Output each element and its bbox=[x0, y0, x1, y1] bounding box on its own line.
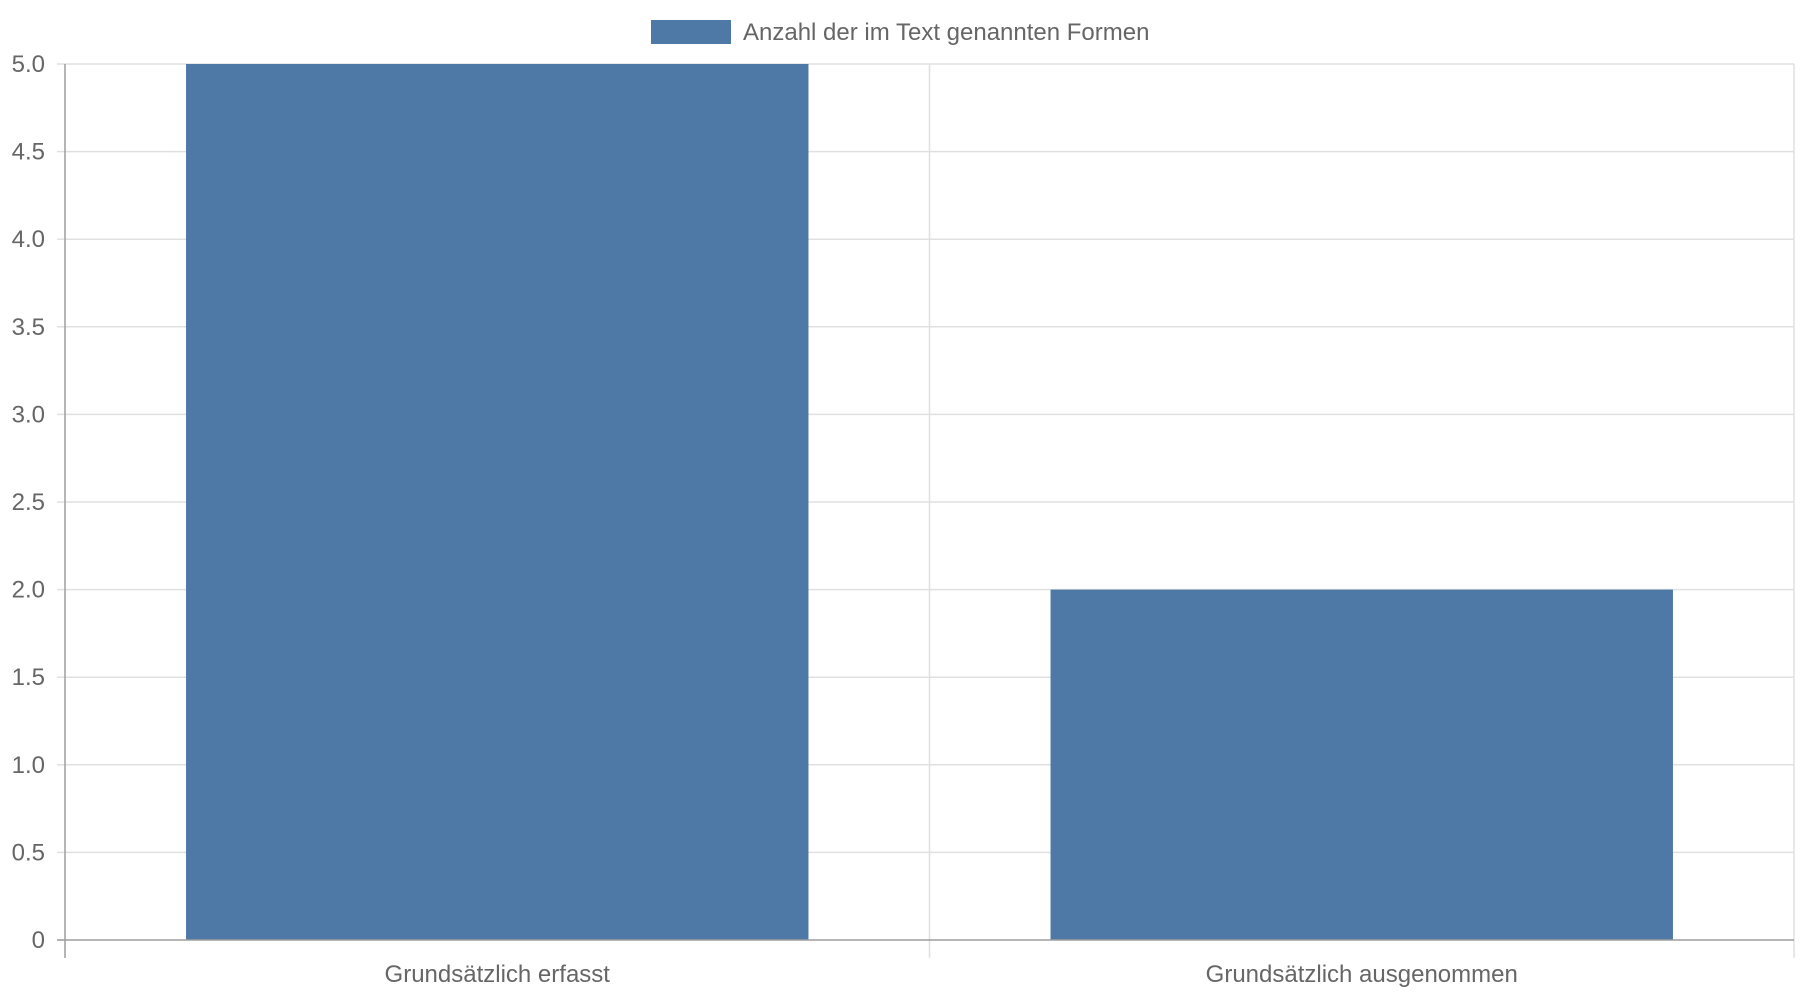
y-tick-label: 0.5 bbox=[12, 839, 45, 866]
y-tick-label: 3.0 bbox=[12, 401, 45, 428]
y-tick-label: 2.0 bbox=[12, 577, 45, 604]
y-tick-label: 5.0 bbox=[12, 51, 45, 78]
y-tick-label: 1.0 bbox=[12, 752, 45, 779]
legend-swatch bbox=[651, 20, 731, 44]
x-category-label: Grundsätzlich ausgenommen bbox=[1206, 961, 1518, 988]
y-tick-label: 4.0 bbox=[12, 226, 45, 253]
y-axis-tick-labels: 0 0.5 1.0 1.5 2.0 2.5 3.0 3.5 4.0 4.5 5.0 bbox=[12, 51, 45, 954]
y-tick-label: 2.5 bbox=[12, 489, 45, 516]
bar-2[interactable] bbox=[1050, 589, 1673, 940]
y-tick-label: 1.5 bbox=[12, 664, 45, 691]
y-tick-label: 3.5 bbox=[12, 314, 45, 341]
x-axis-category-labels: Grundsätzlich erfasst Grundsätzlich ausge… bbox=[385, 961, 1518, 988]
bar-1[interactable] bbox=[186, 64, 809, 940]
bars bbox=[186, 64, 1673, 940]
legend[interactable]: Anzahl der im Text genannten Formen bbox=[651, 19, 1149, 46]
legend-label: Anzahl der im Text genannten Formen bbox=[743, 19, 1149, 46]
x-category-label: Grundsätzlich erfasst bbox=[385, 961, 611, 988]
axes bbox=[57, 64, 1794, 958]
y-tick-label: 0 bbox=[32, 927, 45, 954]
y-tick-label: 4.5 bbox=[12, 139, 45, 166]
